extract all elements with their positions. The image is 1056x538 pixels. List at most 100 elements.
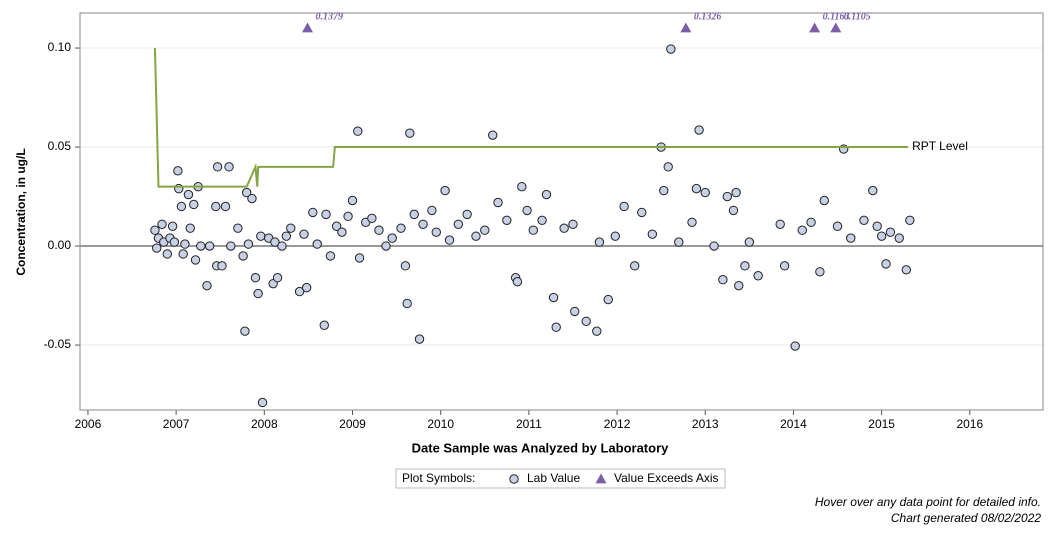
lab-value-point (253, 288, 263, 299)
lab-value-point (876, 231, 887, 241)
exceed-label: 0.1163 (823, 11, 850, 22)
lab-value-point (294, 286, 305, 297)
lab-value-point (308, 207, 318, 218)
lab-value-point (152, 243, 162, 253)
lab-value-point (480, 225, 490, 235)
legend-label: Value Exceeds Axis (614, 471, 719, 485)
lab-value-point (281, 231, 292, 241)
lab-value-point (647, 229, 658, 239)
lab-value-point (709, 241, 719, 251)
lab-value-point (212, 162, 223, 172)
lab-value-point (744, 237, 755, 247)
x-tick-label: 2007 (163, 417, 190, 431)
exceed-label: 0.1326 (694, 11, 722, 22)
exceed-label: 0.1105 (844, 11, 871, 22)
lab-value-point (256, 231, 266, 241)
lab-value-point (797, 225, 807, 235)
lab-value-point (779, 261, 790, 271)
lab-value-point (659, 185, 669, 196)
lab-value-point (493, 197, 503, 208)
line-label: RPT Level (912, 139, 968, 153)
exceed-marker (809, 22, 821, 33)
x-tick-label: 2006 (75, 417, 102, 431)
lab-value-point (444, 235, 455, 245)
x-tick-label: 2014 (780, 417, 807, 431)
x-tick-label: 2016 (956, 417, 983, 431)
lab-value-point (387, 233, 397, 243)
lab-value-point (687, 217, 697, 227)
lab-value-point (832, 221, 843, 231)
lab-value-point (528, 225, 538, 235)
lab-value-point (400, 261, 411, 271)
lab-value-point (700, 187, 710, 198)
legend-symbol (595, 473, 607, 484)
rpt-line (153, 48, 909, 188)
y-tick-label: -0.05 (44, 337, 72, 351)
lab-value-point (270, 237, 280, 247)
lab-value-point (173, 166, 183, 176)
lab-value-point (462, 209, 472, 220)
lab-value-point (610, 231, 620, 241)
lab-value-point (337, 227, 347, 237)
lab-value-point (541, 189, 552, 200)
lab-value-point (325, 251, 336, 261)
lab-value-point (331, 221, 342, 231)
lab-value-point (512, 276, 523, 287)
lab-value-point (431, 227, 441, 237)
exceed-marker (830, 22, 842, 33)
lab-value-point (301, 282, 312, 293)
lab-value-point (691, 183, 702, 194)
lab-value-point (347, 195, 358, 206)
lab-value-point (537, 215, 547, 226)
lab-value-point (790, 341, 800, 351)
lab-value-point (299, 229, 309, 239)
legend-label: Lab Value (527, 471, 580, 485)
lab-value-point (859, 215, 869, 226)
lab-value-point (381, 241, 391, 251)
lab-value-point (548, 292, 559, 303)
lab-value-point (905, 215, 915, 226)
lab-value-point (405, 128, 415, 138)
x-axis-label: Date Sample was Analyzed by Laboratory (412, 440, 669, 455)
exceed-marker (680, 22, 692, 33)
lab-value-point (414, 334, 425, 344)
y-axis-label: Concentration, in ug/L (14, 148, 28, 275)
lab-value-point (502, 215, 512, 226)
lab-value-point (169, 237, 180, 247)
lab-value-point (846, 233, 856, 243)
lab-value-point (409, 209, 419, 220)
lab-value-point (162, 249, 173, 259)
lab-value-point (629, 261, 640, 271)
lab-value-point (183, 189, 194, 200)
lab-value-point (728, 205, 739, 216)
lab-value-point (319, 320, 329, 330)
lab-value-point (257, 397, 268, 408)
x-tick-label: 2012 (604, 417, 631, 431)
lab-value-point (453, 219, 464, 229)
lab-value-point (178, 249, 188, 259)
lab-value-point (819, 195, 829, 206)
lab-value-point (176, 201, 187, 212)
lab-value-point (240, 326, 250, 336)
lab-value-point (353, 126, 363, 136)
lab-value-point (211, 201, 221, 212)
lab-value-point (568, 219, 578, 229)
lab-value-point (343, 211, 353, 222)
lab-value-point (367, 213, 377, 224)
lab-value-point (440, 185, 450, 196)
lab-value-point (196, 241, 206, 251)
lab-value-point (157, 219, 167, 229)
lab-value-point (872, 221, 882, 231)
exceed-label: 0.1379 (316, 11, 344, 22)
lab-value-point (241, 187, 252, 198)
lab-value-point (374, 225, 384, 235)
lab-value-point (220, 201, 231, 212)
lab-value-point (734, 280, 744, 291)
lab-value-point (286, 223, 296, 233)
lab-value-point (247, 193, 257, 204)
x-tick-label: 2010 (427, 417, 454, 431)
lab-value-point (551, 322, 561, 332)
lab-value-point (224, 162, 234, 172)
lab-value-point (202, 280, 212, 291)
